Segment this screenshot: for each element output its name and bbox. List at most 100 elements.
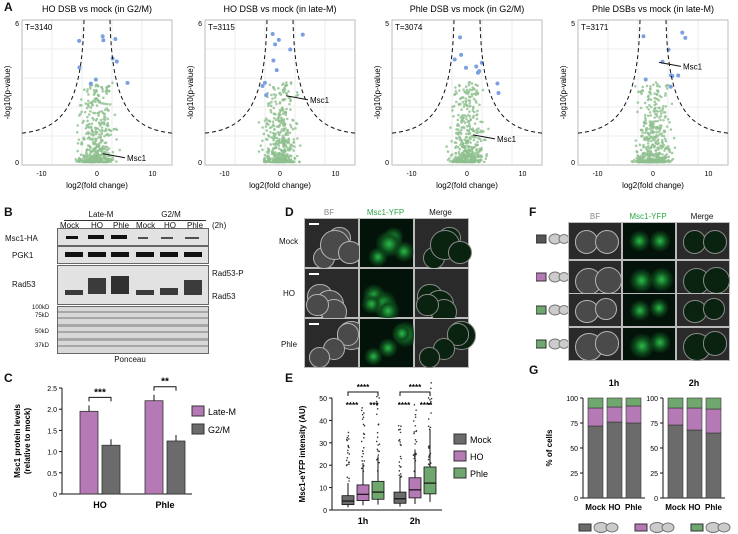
data-point	[264, 117, 268, 120]
micro-f-panel	[568, 293, 622, 327]
data-point	[269, 157, 272, 161]
data-point	[475, 113, 479, 116]
sig-label: ****	[357, 383, 370, 392]
data-point	[454, 146, 457, 150]
data-point	[465, 135, 469, 139]
data-point	[475, 148, 478, 152]
data-point	[282, 144, 285, 147]
data-point	[652, 123, 656, 126]
box	[393, 491, 407, 504]
data-point	[84, 155, 88, 158]
data-point	[277, 139, 280, 142]
data-point	[448, 160, 452, 163]
data-point	[660, 138, 664, 142]
cell	[703, 298, 725, 321]
data-point	[278, 108, 282, 112]
sig-label: ****	[409, 383, 422, 392]
outlier	[360, 440, 363, 443]
outlier	[361, 450, 364, 452]
data-point	[460, 145, 464, 149]
data-point	[652, 120, 655, 124]
data-point	[92, 147, 95, 151]
blot-msc1-ha	[57, 228, 209, 246]
data-point	[466, 146, 470, 149]
outlier	[430, 400, 432, 403]
rad53-label: Rad53	[212, 292, 236, 301]
data-point	[662, 143, 666, 147]
data-point	[88, 148, 91, 152]
data-point	[468, 110, 471, 113]
data-point	[466, 107, 469, 111]
x-tick: 10	[332, 171, 340, 178]
data-point	[93, 111, 97, 115]
data-point	[284, 84, 288, 88]
data-point	[272, 124, 276, 128]
y-axis-label: Msc1 protein levels	[13, 404, 22, 478]
cell	[309, 347, 330, 368]
hit-point	[641, 34, 646, 39]
stacked-bar-segment	[606, 421, 623, 499]
data-point	[86, 115, 89, 119]
outlier	[347, 435, 350, 437]
data-point	[93, 137, 97, 141]
cell	[391, 323, 413, 344]
y-tick: 5	[385, 21, 389, 28]
data-point	[635, 150, 638, 153]
outlier	[399, 441, 401, 443]
data-point	[292, 138, 296, 141]
data-point	[465, 104, 469, 107]
outlier	[414, 416, 417, 418]
outlier	[427, 425, 430, 428]
data-point	[468, 115, 472, 118]
data-point	[479, 158, 483, 162]
data-point	[94, 127, 98, 130]
data-point	[666, 147, 670, 150]
data-point	[272, 86, 275, 89]
data-point	[104, 160, 107, 164]
x-tick-label: HO	[689, 503, 701, 512]
volcano-plot: HO DSB vs mock (in G2/M) T=3140 6 0 -10 0 10 lo…	[3, 4, 173, 190]
stacked-bar-segment	[705, 408, 722, 434]
outlier	[376, 448, 379, 451]
micro-d-col-merge: Merge	[429, 208, 452, 217]
blot-rad53	[57, 265, 209, 305]
data-point	[285, 81, 288, 84]
volcano-plot: HO DSB vs mock (in late-M) T=3115 6 0 -10 0 10…	[186, 4, 356, 190]
data-point	[94, 147, 97, 151]
y-tick-label: 2.0	[47, 407, 57, 414]
data-point	[449, 126, 452, 129]
data-point	[107, 109, 110, 112]
data-point	[278, 101, 282, 104]
data-point	[648, 87, 652, 91]
data-point	[111, 81, 114, 85]
outlier	[430, 387, 432, 390]
outlier	[363, 424, 366, 427]
micro-f-col-yfp: Msc1-YFP	[629, 212, 667, 221]
data-point	[466, 155, 469, 159]
data-point	[634, 139, 638, 142]
data-point	[642, 151, 645, 155]
data-point	[476, 155, 480, 159]
data-point	[479, 129, 482, 132]
ponceau-label: Ponceau	[114, 355, 146, 364]
outlier	[430, 412, 432, 414]
hit-point	[676, 73, 681, 78]
data-point	[99, 122, 103, 126]
data-point	[665, 87, 669, 90]
data-point	[657, 106, 660, 110]
plot-frame	[391, 19, 543, 166]
data-point	[482, 130, 485, 133]
data-point	[653, 96, 656, 100]
data-point	[277, 116, 281, 119]
x-tick: 10	[149, 171, 157, 178]
data-point	[647, 108, 651, 111]
data-point	[97, 121, 101, 125]
outlier	[415, 409, 417, 411]
data-point	[293, 156, 296, 160]
data-point	[295, 154, 299, 158]
hit-point	[271, 58, 276, 63]
data-point	[468, 158, 472, 162]
hit-point	[77, 38, 82, 43]
data-point	[650, 135, 653, 139]
data-point	[84, 132, 88, 135]
